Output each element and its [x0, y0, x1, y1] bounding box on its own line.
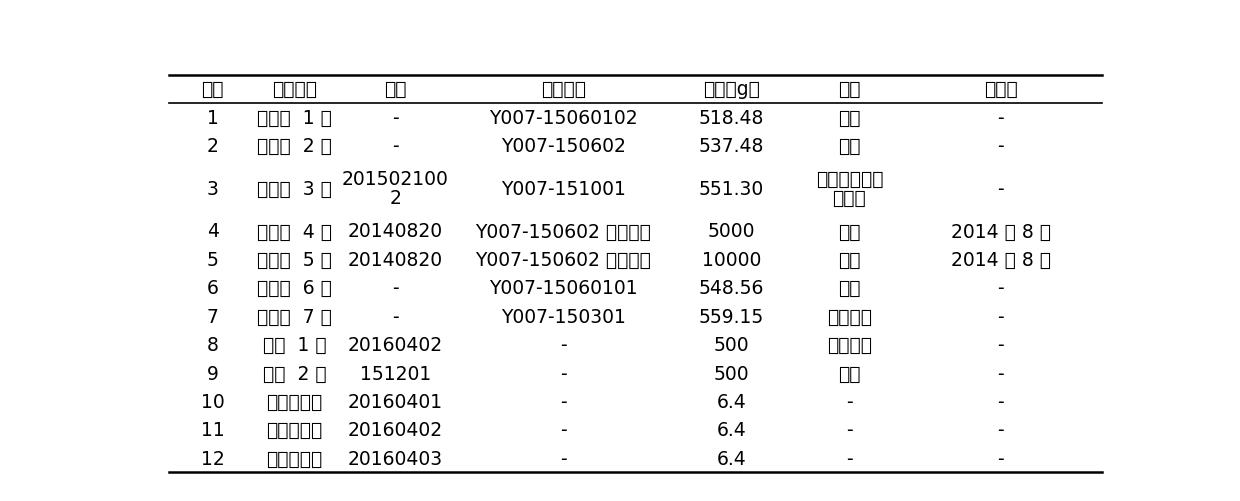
Text: 20160401: 20160401	[347, 392, 443, 411]
Text: 20160403: 20160403	[347, 449, 443, 468]
Text: 公司编号: 公司编号	[541, 80, 587, 99]
Text: -: -	[392, 279, 398, 298]
Text: 2: 2	[207, 137, 218, 156]
Text: 江苏: 江苏	[838, 364, 861, 383]
Text: 151201: 151201	[360, 364, 430, 383]
Text: 10000: 10000	[702, 250, 761, 270]
Text: 序号: 序号	[201, 80, 224, 99]
Text: -: -	[997, 109, 1004, 128]
Text: 虎杖叶  1 号: 虎杖叶 1 号	[257, 109, 332, 128]
Text: -: -	[997, 392, 1004, 411]
Text: 江西: 江西	[838, 279, 861, 298]
Text: -: -	[846, 420, 853, 439]
Text: 虎杖  2 号: 虎杖 2 号	[263, 364, 326, 383]
Text: 20160402: 20160402	[347, 336, 443, 354]
Text: -: -	[997, 279, 1004, 298]
Text: 虎杖叶  2 号: 虎杖叶 2 号	[257, 137, 332, 156]
Text: 样品名称: 样品名称	[272, 80, 317, 99]
Text: 虎杖叶胶囊: 虎杖叶胶囊	[267, 392, 322, 411]
Text: -: -	[392, 137, 398, 156]
Text: 20140820: 20140820	[347, 250, 443, 270]
Text: 虎杖叶  3 号: 虎杖叶 3 号	[257, 179, 332, 198]
Text: -: -	[997, 364, 1004, 383]
Text: 500: 500	[714, 336, 749, 354]
Text: 云南: 云南	[838, 250, 861, 270]
Text: 2: 2	[389, 189, 402, 208]
Text: 采收期: 采收期	[983, 80, 1018, 99]
Text: -: -	[997, 179, 1004, 198]
Text: 500: 500	[714, 364, 749, 383]
Text: 4: 4	[207, 222, 218, 241]
Text: 6.4: 6.4	[717, 420, 746, 439]
Text: 虎杖  1 号: 虎杖 1 号	[263, 336, 326, 354]
Text: 537.48: 537.48	[699, 137, 764, 156]
Text: 1: 1	[207, 109, 218, 128]
Text: 2014 年 8 月: 2014 年 8 月	[951, 222, 1050, 241]
Text: 559.15: 559.15	[699, 307, 764, 326]
Text: 548.56: 548.56	[699, 279, 764, 298]
Text: 8: 8	[207, 336, 218, 354]
Text: 201502100: 201502100	[342, 170, 449, 189]
Text: 云南: 云南	[838, 222, 861, 241]
Text: 虎杖叶  6 号: 虎杖叶 6 号	[257, 279, 332, 298]
Text: 7: 7	[207, 307, 218, 326]
Text: -: -	[846, 392, 853, 411]
Text: -: -	[560, 392, 567, 411]
Text: 2014 年 8 月: 2014 年 8 月	[951, 250, 1050, 270]
Text: -: -	[997, 307, 1004, 326]
Text: 6: 6	[207, 279, 218, 298]
Text: 5: 5	[207, 250, 218, 270]
Text: 6.4: 6.4	[717, 392, 746, 411]
Text: -: -	[392, 109, 398, 128]
Text: 虎杖叶胶囊: 虎杖叶胶囊	[267, 449, 322, 468]
Text: 11: 11	[201, 420, 224, 439]
Text: -: -	[560, 364, 567, 383]
Text: Y007-150301: Y007-150301	[501, 307, 626, 326]
Text: 20160402: 20160402	[347, 420, 443, 439]
Text: Y007-150602 渗滤提取: Y007-150602 渗滤提取	[475, 250, 651, 270]
Text: 重庆长寿: 重庆长寿	[827, 336, 872, 354]
Text: 湖北: 湖北	[838, 109, 861, 128]
Text: 5000: 5000	[708, 222, 755, 241]
Text: 518.48: 518.48	[699, 109, 764, 128]
Text: 湖南: 湖南	[838, 137, 861, 156]
Text: Y007-150602: Y007-150602	[501, 137, 626, 156]
Text: 数量（g）: 数量（g）	[703, 80, 760, 99]
Text: -: -	[997, 449, 1004, 468]
Text: 虎杖叶  5 号: 虎杖叶 5 号	[257, 250, 332, 270]
Text: 10: 10	[201, 392, 224, 411]
Text: -: -	[997, 336, 1004, 354]
Text: 3: 3	[207, 179, 218, 198]
Text: -: -	[846, 449, 853, 468]
Text: 虎杖叶  4 号: 虎杖叶 4 号	[257, 222, 332, 241]
Text: 551.30: 551.30	[699, 179, 764, 198]
Text: 四川省成都市: 四川省成都市	[816, 170, 883, 189]
Text: Y007-15060102: Y007-15060102	[489, 109, 637, 128]
Text: -: -	[392, 307, 398, 326]
Text: 12: 12	[201, 449, 224, 468]
Text: 9: 9	[207, 364, 218, 383]
Text: 6.4: 6.4	[717, 449, 746, 468]
Text: -: -	[560, 336, 567, 354]
Text: 虎杖叶  7 号: 虎杖叶 7 号	[257, 307, 332, 326]
Text: -: -	[997, 137, 1004, 156]
Text: -: -	[997, 420, 1004, 439]
Text: 双流县: 双流县	[832, 189, 867, 208]
Text: 批号: 批号	[384, 80, 407, 99]
Text: 产地: 产地	[838, 80, 861, 99]
Text: Y007-15060101: Y007-15060101	[489, 279, 637, 298]
Text: Y007-151001: Y007-151001	[501, 179, 626, 198]
Text: 虎杖叶胶囊: 虎杖叶胶囊	[267, 420, 322, 439]
Text: 20140820: 20140820	[347, 222, 443, 241]
Text: -: -	[560, 449, 567, 468]
Text: 云南鸿翔: 云南鸿翔	[827, 307, 872, 326]
Text: -: -	[560, 420, 567, 439]
Text: Y007-150602 渗滤工艺: Y007-150602 渗滤工艺	[475, 222, 651, 241]
